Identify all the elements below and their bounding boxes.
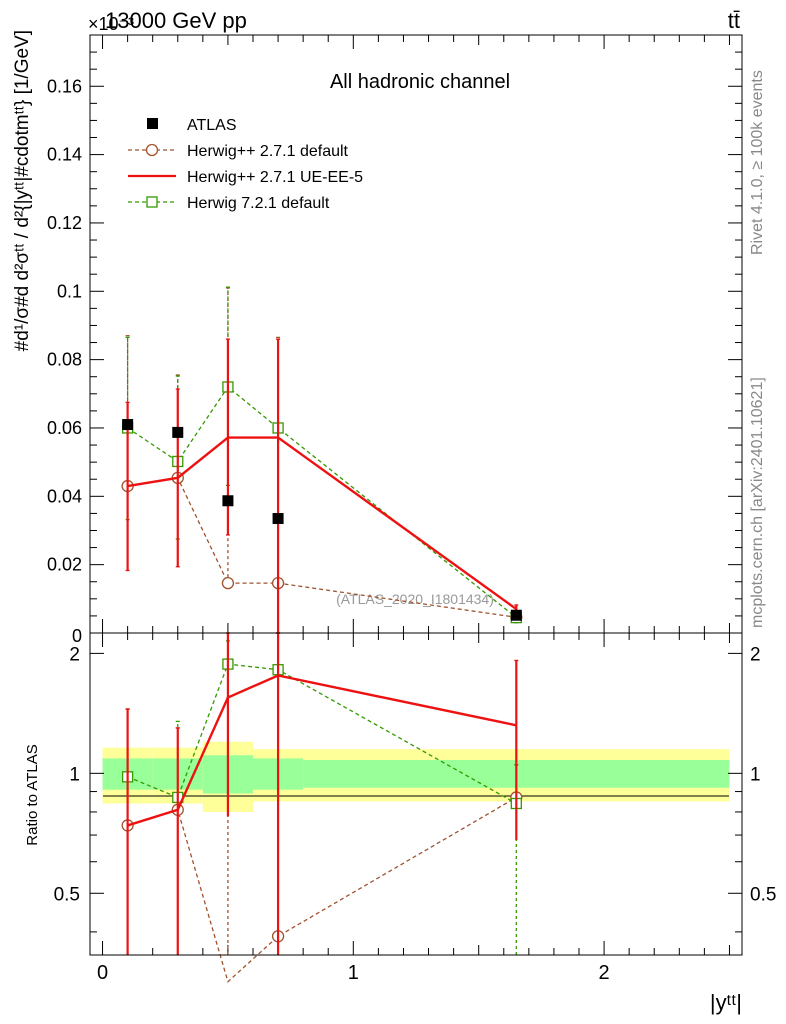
mcplots-source-label: mcplots.cern.ch [arXiv:2401.10621] (749, 377, 766, 628)
legend: ATLAS Herwig++ 2.7.1 default Herwig++ 2.… (128, 117, 363, 212)
series-herwigpp-2-7-1-default (121, 287, 523, 624)
x-tick-label: 0 (97, 962, 108, 984)
legend-herwig271-default-label: Herwig++ 2.7.1 default (187, 143, 349, 160)
main-y-axis-label: #d¹/σ#d d²σᵗᵗ / d²{|yᵗᵗ|#cdotmᵗᵗ} [1/GeV… (12, 30, 33, 351)
data-point (172, 426, 184, 438)
series-line-herwig-7-2-1-default (127, 386, 517, 619)
header-exponent: ×10⁻³ (88, 14, 134, 34)
main-series (121, 286, 523, 634)
legend-entry-herwig271-ueee5: Herwig++ 2.7.1 UE-EE-5 (128, 169, 363, 186)
series-line-herwigpp-2-7-1-ue-ee-5 (127, 436, 518, 611)
analysis-watermark: (ATLAS_2020_I1801434) (336, 591, 494, 607)
x-tick-label: 2 (599, 962, 610, 984)
ratio-series (121, 632, 523, 983)
ratio-y-tick-label-left: 0.5 (54, 884, 80, 905)
legend-herwig271-default-marker (145, 143, 159, 157)
legend-entry-atlas: ATLAS (147, 117, 237, 134)
main-y-tick-label: 0.16 (47, 76, 82, 96)
data-point (221, 576, 235, 590)
ratio-y-tick-label-right: 0.5 (750, 884, 776, 905)
ratio-y-tick-label-right: 2 (750, 644, 761, 665)
data-point (222, 495, 234, 507)
main-y-tick-label: 0.12 (47, 213, 82, 233)
main-axis-ticks (90, 35, 742, 633)
legend-entry-herwig721-default: Herwig 7.2.1 default (128, 195, 330, 212)
ratio-y-tick-label-left: 1 (69, 764, 80, 785)
ratio-y-tick-label-left: 2 (69, 644, 80, 665)
legend-atlas-label: ATLAS (187, 117, 237, 134)
main-y-tick-labels: 0.02 0.04 0.06 0.08 0.1 0.12 0.14 0.16 (47, 76, 82, 574)
header-process: tt̄ (728, 8, 740, 33)
data-point (122, 419, 134, 431)
main-plot: All hadronic channel (ATLAS_2020_I180143… (12, 30, 743, 646)
legend-herwig721-default-marker (146, 196, 158, 208)
ratio-line-herwigpp-2-7-1-default (127, 796, 517, 983)
ratio-y-axis-label: Ratio to ATLAS (24, 744, 41, 845)
ratio-frame (89, 632, 743, 956)
main-y-tick-label: 0.14 (47, 145, 82, 165)
main-y-tick-label: 0.06 (47, 418, 82, 438)
series-line-herwigpp-2-7-1-default (127, 477, 517, 618)
ratio-y-tick-label-right: 1 (750, 764, 761, 785)
ratio-series-herwigpp-2-7-1-ue-ee-5 (125, 632, 519, 955)
ratio-tick-labels: 0.5 0.5 1 1 2 2 0 1 2 (54, 644, 777, 984)
data-point (510, 609, 522, 621)
rivet-version-label: Rivet 4.1.0, ≥ 100k events (749, 70, 766, 255)
main-y-tick-label: 0.02 (47, 555, 82, 575)
legend-herwig271-ueee5-label: Herwig++ 2.7.1 UE-EE-5 (187, 169, 363, 186)
main-y-tick-label: 0.04 (47, 486, 82, 506)
legend-entry-herwig271-default: Herwig++ 2.7.1 default (128, 143, 349, 160)
main-y-tick-label: 0.08 (47, 350, 82, 370)
legend-herwig721-default-label: Herwig 7.2.1 default (187, 195, 330, 212)
series-atlas (122, 419, 522, 621)
x-tick-label: 1 (348, 962, 359, 984)
series-herwig-7-2-1-default (121, 286, 522, 634)
data-point (272, 513, 284, 525)
main-y-tick-label: 0.1 (57, 281, 82, 301)
header-energy: 13000 GeV pp (105, 8, 247, 33)
ratio-plot: 0.5 0.5 1 1 2 2 0 1 2 Ratio to ATLAS |yᵗᵗ| (24, 632, 777, 1015)
ratio-uncertainty-bands (102, 741, 730, 812)
main-y-tick-label-zero: 0 (72, 626, 82, 646)
main-title: All hadronic channel (330, 71, 510, 93)
x-axis-label: |yᵗᵗ| (710, 990, 742, 1015)
legend-atlas-marker (147, 118, 158, 129)
